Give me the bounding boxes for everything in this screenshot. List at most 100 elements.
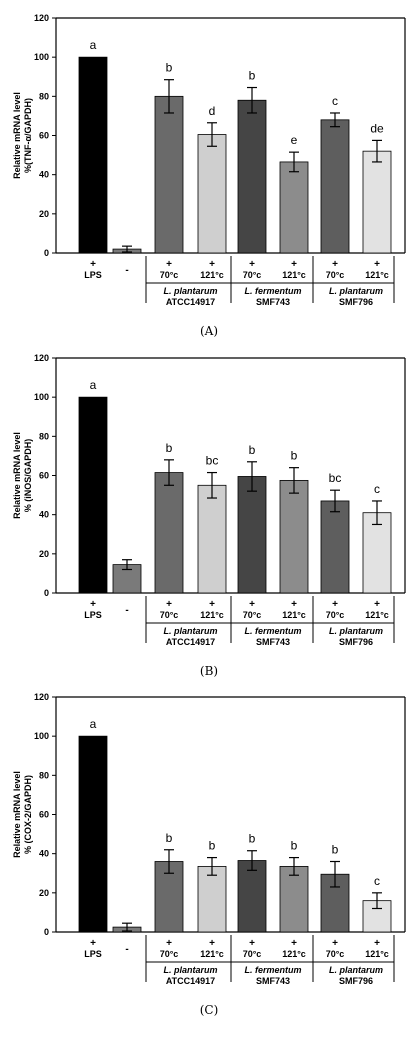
significance-letter: de [370,121,384,135]
y-tick-label: 0 [44,927,49,937]
treatment-plus: + [166,938,172,949]
treatment-plus: + [291,938,297,949]
treatment-plus: + [291,259,297,270]
y-tick-label: 40 [39,849,49,859]
y-tick-label: 80 [39,770,49,780]
y-tick-label: 20 [39,888,49,898]
bar [78,56,108,254]
species-label: L. plantarum [329,286,383,296]
bar [279,161,309,254]
y-tick-label: 80 [39,431,49,441]
significance-letter: b [291,449,298,463]
species-label: L. fermentum [244,626,301,636]
significance-letter: b [249,69,256,83]
species-label: L. plantarum [329,965,383,975]
y-tick-label: 0 [44,248,49,258]
lps-plus: + [90,599,96,610]
treatment-plus: + [209,259,215,270]
treatment-plus: + [249,938,255,949]
significance-letter: b [166,441,173,455]
y-axis-label-line: % (iNOS/GAPDH) [23,439,33,513]
significance-letter: b [332,843,339,857]
y-tick-label: 80 [39,91,49,101]
panel-caption: (C) [200,1003,219,1017]
strain-label: SMF743 [256,297,290,307]
y-axis-label: Relative mRNA level% (COX-2/GAPDH) [12,771,33,858]
temperature-label: 121°c [200,610,224,620]
temperature-label: 121°c [200,949,224,959]
bar [320,500,350,594]
panel-1: 0 20 40 60 80 100 120 Relative mRNA level%(TNF-… [12,13,406,338]
treatment-plus: + [291,599,297,610]
y-tick-label: 100 [34,392,49,402]
strain-label: SMF743 [256,637,290,647]
lps-plus: + [90,259,96,270]
lps-plus: + [90,938,96,949]
temperature-label: 121°c [200,270,224,280]
y-axis-label: Relative mRNA level% (iNOS/GAPDH) [12,432,33,519]
y-tick-label: 40 [39,170,49,180]
strain-label: SMF796 [339,297,373,307]
temperature-label: 70°c [326,270,345,280]
panel-caption: (B) [200,664,218,678]
treatment-plus: + [332,599,338,610]
bar [362,512,392,594]
y-axis-label-line: Relative mRNA level [12,92,22,179]
control-minus: - [125,265,128,276]
treatment-plus: + [166,259,172,270]
significance-letter: c [374,482,380,496]
panel-caption: (A) [200,324,218,338]
bar [197,865,227,933]
y-tick-label: 60 [39,471,49,481]
y-tick-label: 20 [39,209,49,219]
significance-letter: b [249,443,256,457]
temperature-label: 121°c [365,610,389,620]
species-label: L. plantarum [163,286,217,296]
strain-label: SMF796 [339,976,373,986]
y-axis-label-line: %(TNF-α/GAPDH) [23,98,33,173]
treatment-plus: + [209,599,215,610]
y-tick-label: 20 [39,549,49,559]
bar [154,472,184,594]
significance-letter: c [332,94,338,108]
y-tick-label: 120 [34,13,49,23]
species-label: L. plantarum [163,626,217,636]
significance-letter: b [291,839,298,853]
significance-letter: e [291,133,298,147]
bar [279,479,309,594]
significance-letter: b [166,831,173,845]
treatment-plus: + [374,259,380,270]
strain-label: SMF796 [339,637,373,647]
strain-label: SMF743 [256,976,290,986]
temperature-label: 70°c [160,949,179,959]
y-axis-label-line: Relative mRNA level [12,771,22,858]
lps-label: LPS [84,270,102,280]
significance-letter: b [209,839,216,853]
control-minus: - [125,605,128,616]
temperature-label: 70°c [243,949,262,959]
significance-letter: d [209,104,216,118]
lps-label: LPS [84,949,102,959]
significance-letter: b [249,832,256,846]
temperature-label: 70°c [326,949,345,959]
treatment-plus: + [332,259,338,270]
bar [237,99,267,254]
temperature-label: 70°c [160,610,179,620]
strain-label: ATCC14917 [166,976,215,986]
species-label: L. fermentum [244,286,301,296]
y-tick-label: 100 [34,52,49,62]
bar [78,396,108,594]
bar [320,119,350,254]
treatment-plus: + [249,599,255,610]
treatment-plus: + [332,938,338,949]
bar [279,865,309,933]
treatment-plus: + [209,938,215,949]
significance-letter: c [374,874,380,888]
y-tick-label: 100 [34,731,49,741]
strain-label: ATCC14917 [166,297,215,307]
y-tick-label: 120 [34,353,49,363]
strain-label: ATCC14917 [166,637,215,647]
y-tick-label: 40 [39,510,49,520]
